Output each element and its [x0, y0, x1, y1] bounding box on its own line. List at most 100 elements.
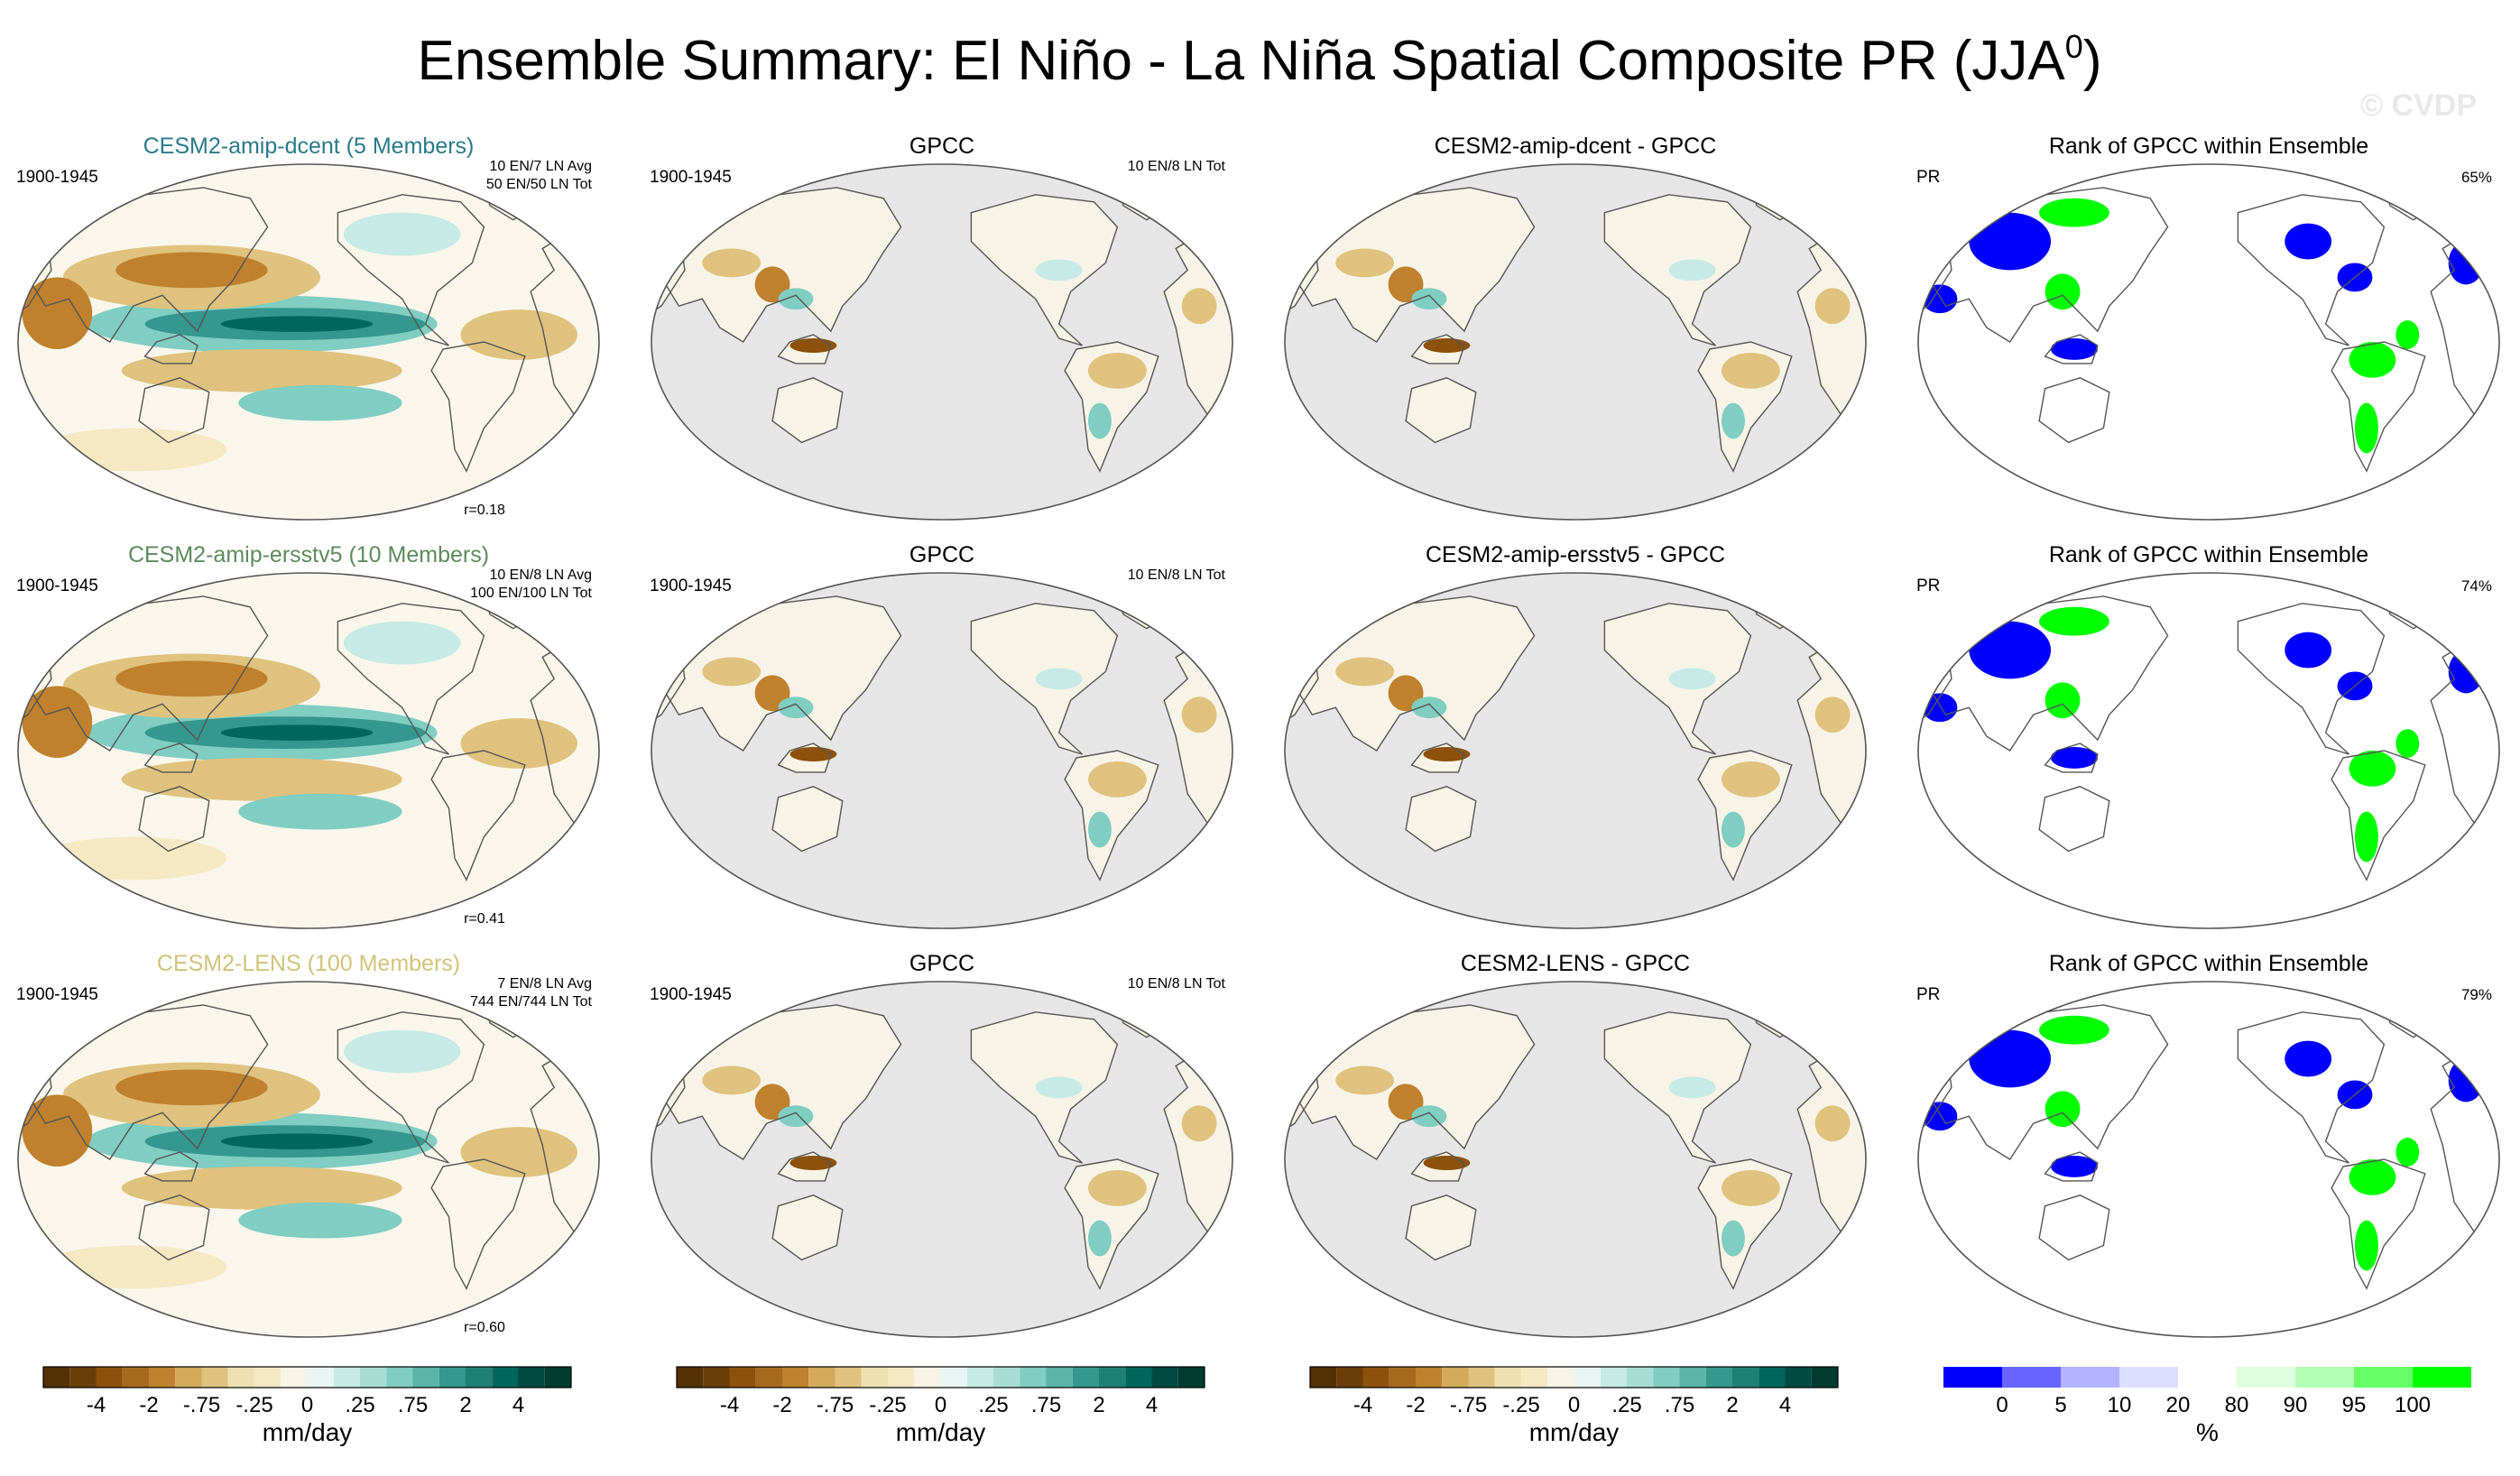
field-anomaly [220, 316, 374, 332]
field-anomaly [121, 757, 402, 801]
field-anomaly [1722, 352, 1780, 389]
colorbar-tick-label: 2 [1726, 1393, 1738, 1417]
colorbar: -4 -2 -.75 -.25 0 .25 .75 2 4 mm/day [676, 1366, 1205, 1446]
pattern-correlation: r=0.60 [464, 1320, 505, 1335]
field-anomaly [1722, 761, 1780, 798]
map-border [1284, 163, 1867, 521]
land-mass [2039, 377, 2109, 443]
pattern-correlation: r=0.41 [464, 911, 505, 927]
coastline [138, 1195, 210, 1261]
field-anomaly [1722, 811, 1745, 848]
colorbar-tick-label: 5 [2054, 1393, 2066, 1417]
coastline [143, 743, 198, 773]
coastline [1405, 1195, 1477, 1261]
panel-title: Rank of GPCC within Ensemble [2049, 134, 2368, 159]
field-anomaly [343, 621, 461, 665]
colorbar-swatch [281, 1367, 308, 1388]
colorbar-tick-label: -.75 [817, 1393, 854, 1417]
field-anomaly [39, 1245, 227, 1289]
colorbar-tick-label: .75 [1665, 1393, 1694, 1417]
coastline [1697, 750, 1793, 881]
coastline [1410, 334, 1465, 364]
colorbar-swatch [1600, 1367, 1627, 1388]
map-panel-grid: CESM2-amip-dcent (5 Members) 1900-1945 10 … [16, 134, 2500, 1338]
field-anomaly [2039, 198, 2109, 227]
panel-title: GPCC [909, 134, 974, 159]
colorbar-tick-label: -.25 [235, 1393, 272, 1417]
field-anomaly [1411, 1105, 1447, 1128]
colorbar-tick-label: -2 [1406, 1393, 1425, 1417]
event-count: 7 EN/8 LN Avg [497, 976, 592, 992]
colorbar-swatch [1020, 1367, 1047, 1388]
variable-label: PR [1916, 168, 1940, 187]
colorbar-tick-label: -.75 [1450, 1393, 1487, 1417]
colorbar-swatch [1811, 1367, 1838, 1388]
land-mass [772, 786, 843, 852]
colorbar-swatch [1362, 1367, 1389, 1388]
coastline [1603, 194, 1752, 346]
map-border [1284, 572, 1867, 929]
colorbar-tick-label: .25 [345, 1393, 374, 1417]
colorbar-swatch [149, 1367, 176, 1388]
colorbar-units: % [2196, 1418, 2219, 1446]
variable-label: PR [1916, 985, 1940, 1004]
panel-title: CESM2-LENS - GPCC [1461, 951, 1690, 976]
coastline [430, 1158, 526, 1290]
colorbar-tick-label: -2 [139, 1393, 158, 1417]
event-count: 50 EN/50 LN Tot [486, 177, 593, 192]
field-anomaly [2045, 682, 2081, 719]
colorbar-tick-label: 0 [935, 1393, 946, 1417]
coastline [138, 786, 210, 853]
event-count: 10 EN/8 LN Avg [489, 567, 592, 583]
map-panel-diff: CESM2-amip-ersstv5 - GPCC [1284, 542, 1867, 929]
colorbar-units: mm/day [1529, 1418, 1620, 1446]
field-anomaly [2039, 1015, 2109, 1045]
pattern-correlation: r=0.18 [464, 503, 505, 518]
field-anomaly [2051, 338, 2098, 360]
coastline [143, 334, 198, 364]
colorbar-swatch [492, 1367, 519, 1388]
colorbar-swatch [1943, 1367, 2002, 1388]
colorbar-tick-label: .75 [1031, 1393, 1061, 1417]
coastline [2044, 1151, 2099, 1182]
field-anomaly [115, 660, 268, 697]
field-anomaly [2051, 1156, 2098, 1177]
colorbar-tick-label: 80 [2225, 1393, 2249, 1417]
map-border [17, 163, 600, 521]
field-anomaly [2355, 811, 2378, 863]
field-anomaly [2395, 1138, 2420, 1167]
colorbar-tick-label: .25 [978, 1393, 1008, 1417]
field-anomaly [121, 1166, 402, 1210]
land-mass [2331, 751, 2425, 881]
panel-title: GPCC [909, 542, 974, 567]
colorbar-swatch [1732, 1367, 1759, 1388]
map-border [651, 572, 1233, 929]
field-anomaly [2285, 632, 2332, 669]
colorbar-swatch [1336, 1367, 1363, 1388]
colorbar: -4 -2 -.75 -.25 0 .25 .75 2 4 mm/day [1309, 1366, 1839, 1446]
colorbar-swatch [254, 1367, 282, 1388]
field-anomaly [2045, 1091, 2081, 1128]
colorbar-swatch [466, 1367, 493, 1388]
field-anomaly [1722, 1169, 1780, 1206]
field-anomaly [1814, 288, 1851, 325]
colorbar-swatch [1177, 1367, 1205, 1388]
colorbar-swatch [2354, 1367, 2413, 1388]
colorbar-swatch [1679, 1367, 1706, 1388]
colorbar-swatch [808, 1367, 835, 1388]
field-anomaly [2039, 606, 2109, 636]
colorbar-swatch [782, 1367, 809, 1388]
field-anomaly [1411, 696, 1447, 719]
land-mass [2238, 1011, 2385, 1163]
colorbar-tick-label: 100 [2395, 1393, 2431, 1417]
event-count: 10 EN/8 LN Tot [1128, 159, 1226, 174]
field-anomaly [343, 212, 461, 256]
coastline [771, 377, 844, 444]
coastline [1064, 750, 1159, 881]
colorbar-swatch [914, 1367, 941, 1388]
colorbar: 0 5 10 20 80 90 95 100% [1943, 1367, 2471, 1446]
colorbar-tick-label: 90 [2284, 1393, 2308, 1417]
coastline [1405, 377, 1477, 444]
map-border [651, 981, 1233, 1338]
colorbar-swatch [703, 1367, 730, 1388]
